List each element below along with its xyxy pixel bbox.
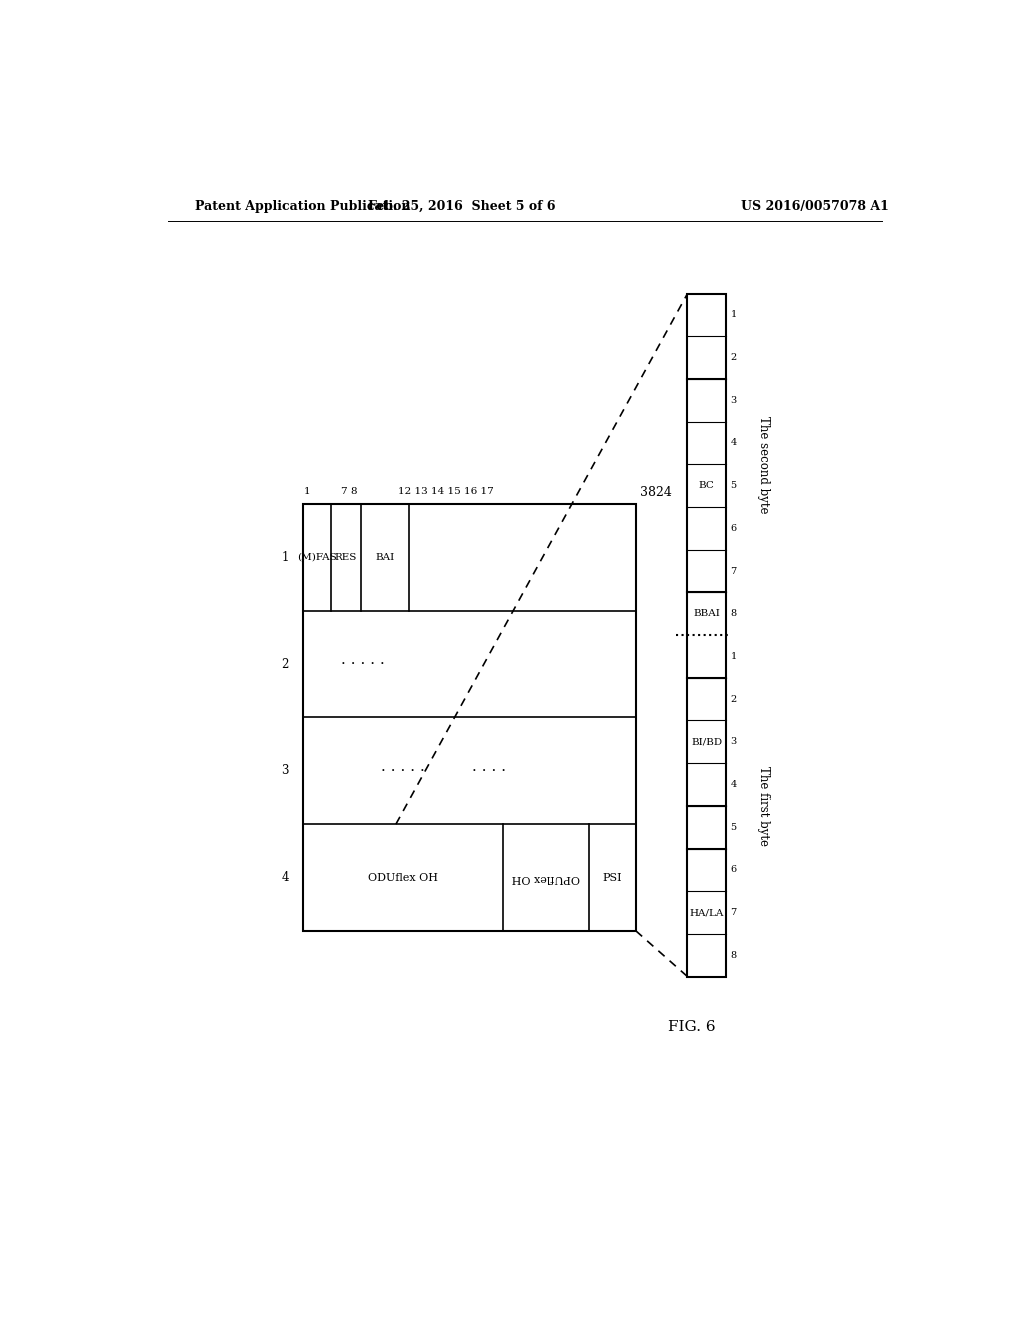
Text: 1: 1	[282, 550, 289, 564]
Bar	[303, 504, 636, 931]
Text: 7: 7	[730, 566, 736, 576]
Text: 3824: 3824	[640, 486, 672, 499]
Text: BBAI: BBAI	[693, 610, 720, 618]
Text: FIG. 6: FIG. 6	[668, 1020, 716, 1035]
Text: 6: 6	[730, 866, 736, 874]
Text: 3: 3	[730, 396, 736, 405]
Text: BC: BC	[698, 482, 715, 490]
Text: 7 8: 7 8	[341, 487, 357, 496]
Text: 4: 4	[730, 780, 736, 789]
Text: · · · ·: · · · ·	[472, 764, 506, 777]
Text: 3: 3	[730, 738, 736, 746]
Text: 12 13 14 15 16 17: 12 13 14 15 16 17	[397, 487, 494, 496]
Text: 8: 8	[730, 950, 736, 960]
Text: OPUflex OH: OPUflex OH	[512, 873, 581, 883]
Text: 6: 6	[730, 524, 736, 533]
Text: RES: RES	[335, 553, 357, 562]
Text: 1: 1	[730, 652, 736, 661]
Text: PSI: PSI	[603, 873, 623, 883]
Text: Patent Application Publication: Patent Application Publication	[196, 199, 411, 213]
Text: · · · · ·: · · · · ·	[341, 657, 385, 671]
Text: BI/BD: BI/BD	[691, 738, 722, 746]
Text: 8: 8	[730, 610, 736, 618]
Text: US 2016/0057078 A1: US 2016/0057078 A1	[740, 199, 889, 213]
Text: 1: 1	[730, 310, 736, 319]
Text: ODUflex OH: ODUflex OH	[368, 873, 437, 883]
Text: 2: 2	[730, 694, 736, 704]
Text: 4: 4	[282, 871, 289, 884]
Text: 2: 2	[730, 354, 736, 362]
Text: (M)FAS: (M)FAS	[297, 553, 337, 562]
Text: 1: 1	[304, 487, 311, 496]
Text: The first byte: The first byte	[757, 766, 770, 846]
Text: The second byte: The second byte	[757, 416, 770, 513]
Text: 5: 5	[730, 482, 736, 490]
Text: 7: 7	[730, 908, 736, 917]
Text: HA/LA: HA/LA	[689, 908, 724, 917]
Text: BAI: BAI	[376, 553, 394, 562]
Text: 5: 5	[730, 822, 736, 832]
Text: 2: 2	[282, 657, 289, 671]
Text: 3: 3	[282, 764, 289, 777]
Text: · · · · ·: · · · · ·	[381, 764, 425, 777]
Text: Feb. 25, 2016  Sheet 5 of 6: Feb. 25, 2016 Sheet 5 of 6	[368, 199, 555, 213]
Text: 4: 4	[730, 438, 736, 447]
Bar	[687, 293, 726, 977]
